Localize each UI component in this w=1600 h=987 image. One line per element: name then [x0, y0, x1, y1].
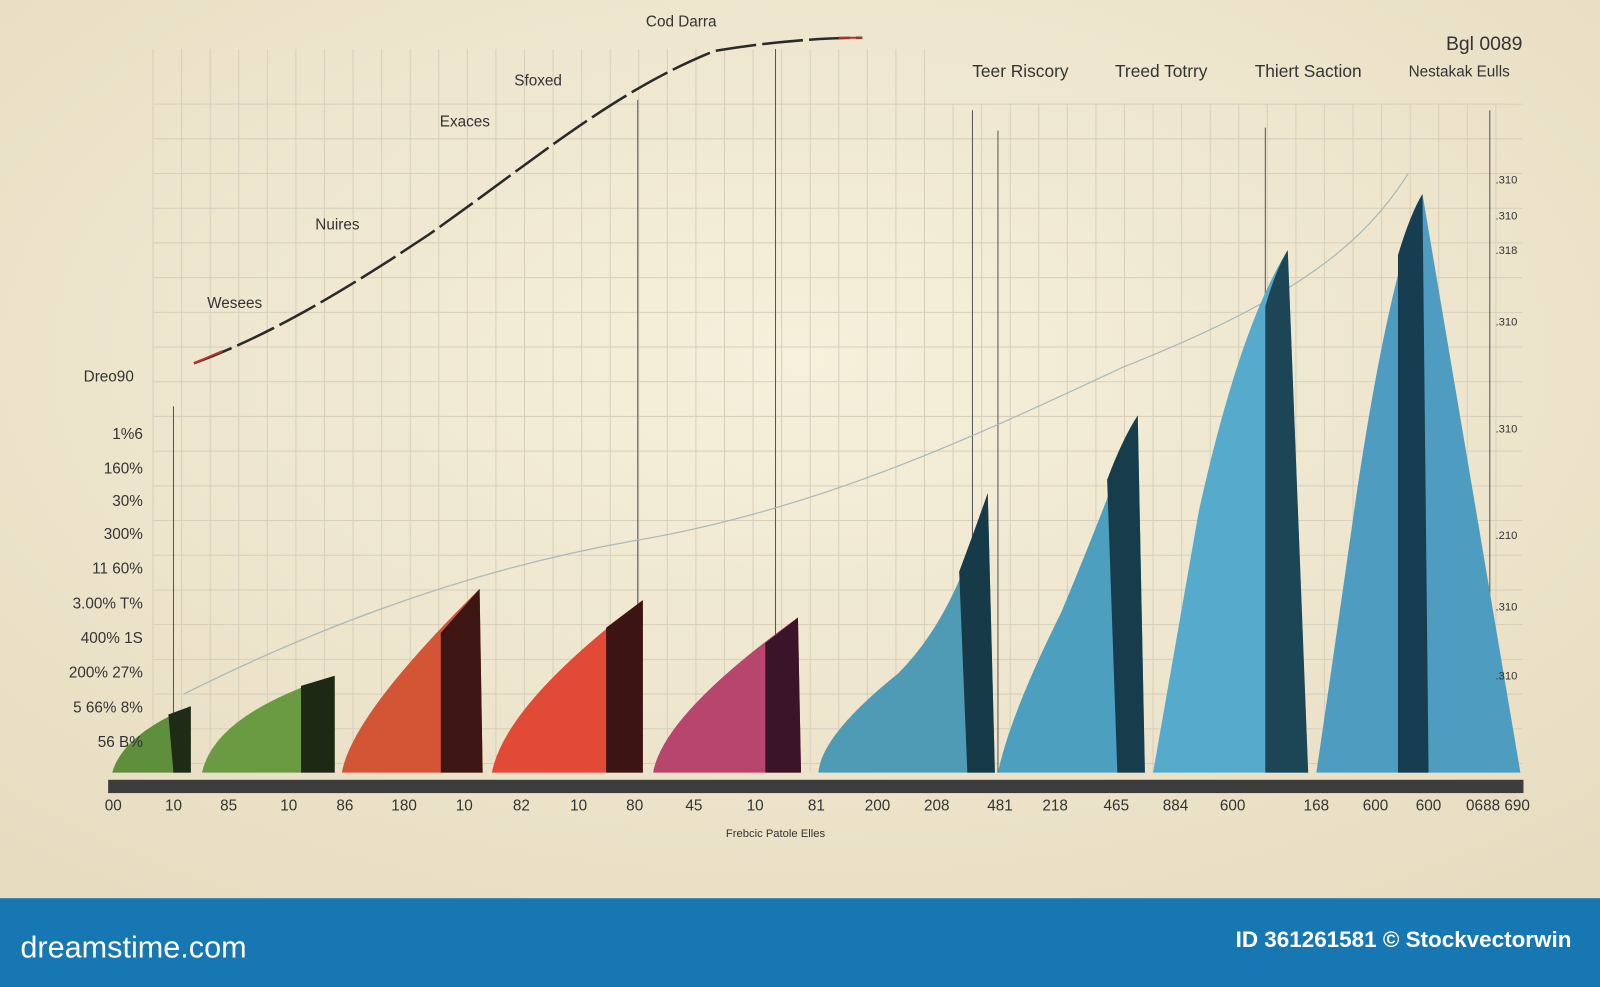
header-column: Teer Riscory [972, 61, 1069, 81]
x-tick-label: 00 [105, 797, 122, 814]
banner-credit: ID 361261581 © Stockvectorwin [1236, 927, 1572, 952]
y-tick-label: 1%6 [112, 426, 143, 443]
fin [653, 617, 802, 773]
x-tick-label: 10 [456, 797, 473, 814]
fin-shadow [606, 600, 643, 773]
fin-shadow [1397, 193, 1429, 773]
fin [491, 600, 643, 773]
y2-tick-label: .310 [1496, 424, 1518, 436]
fin-shadow [959, 492, 995, 773]
curve-label: Dreo90 [84, 369, 134, 386]
x-tick-label: 86 [336, 797, 353, 814]
y-tick-label: 30% [112, 493, 143, 510]
x-axis-bar [108, 779, 1524, 794]
y-tick-label: 160% [104, 461, 144, 478]
x-tick-label: 10 [280, 797, 297, 814]
fin [818, 492, 995, 773]
y-tick-label: 400% 1S [81, 630, 143, 647]
x-tick-label: 80 [626, 797, 643, 814]
x-tick-label: 218 [1042, 797, 1068, 814]
x-tick-label: 10 [570, 797, 587, 814]
x-tick-label: 180 [391, 797, 417, 814]
accent [193, 350, 223, 365]
x-tick-label: 481 [987, 797, 1013, 814]
y2-tick-label: .310 [1496, 601, 1518, 613]
header-column: Nestakak Eulls [1409, 64, 1511, 81]
x-tick-label: 10 [165, 797, 182, 814]
banner [0, 898, 1600, 987]
fin-shadow [168, 706, 191, 773]
fin-shadow [1107, 415, 1145, 773]
y2-tick-label: .310 [1496, 317, 1518, 329]
banner-logo: dreamstime.com [20, 930, 246, 964]
header-column: Treed Totrry [1115, 61, 1208, 81]
y2-tick-label: .310 [1496, 210, 1518, 222]
x-tick-label: 600 [1363, 797, 1389, 814]
y-tick-label: 56 B% [98, 734, 143, 751]
y-tick-label: 300% [104, 526, 144, 543]
fin-shadow [301, 675, 335, 773]
curve-label: Cod Darra [646, 14, 717, 31]
fin-shadow [440, 588, 483, 773]
y2-tick-label: .310 [1496, 671, 1518, 683]
x-tick-label: 600 [1220, 797, 1246, 814]
curve-label: Exaces [440, 114, 491, 131]
x-tick-label: 81 [808, 797, 825, 814]
curve-label: Sfoxed [514, 73, 562, 90]
labels: 1%6 160% 30% 300% 11 60% 3.00% T% 400% 1S 200% … [69, 175, 1530, 815]
y-tick-label: 3.00% T% [73, 595, 144, 612]
x-tick-label: 45 [685, 797, 702, 814]
x-tick-label: 600 [1416, 797, 1442, 814]
y-tick-label: 5 66% 8% [73, 699, 143, 716]
y-tick-label: 200% 27% [69, 665, 143, 682]
x-tick-label: 200 [865, 797, 891, 814]
y2-tick-label: .318 [1496, 245, 1518, 257]
x-tick-label: 0688 690 [1466, 797, 1530, 814]
y2-tick-label: .210 [1496, 530, 1518, 542]
header-column: Thiert Saction [1255, 61, 1362, 81]
fins [112, 193, 1521, 773]
x-tick-label: 10 [747, 797, 764, 814]
x-tick-label: 208 [924, 797, 950, 814]
curve-label: Wesees [207, 295, 262, 312]
x-tick-label: 465 [1104, 797, 1130, 814]
trend-curve [193, 36, 863, 365]
x-tick-label: 85 [220, 797, 237, 814]
fin-shadow [765, 617, 802, 773]
y2-tick-label: .310 [1496, 175, 1518, 187]
x-tick-label: 884 [1163, 797, 1189, 814]
header-id: Bgl 0089 [1446, 33, 1522, 55]
curve-label: Nuires [315, 217, 360, 234]
x-tick-label: 168 [1304, 797, 1330, 814]
x-tick-label: 82 [513, 797, 530, 814]
y-tick-label: 11 60% [92, 561, 143, 578]
fin-shadow [1265, 250, 1309, 773]
x-axis-title: Frebcic Patole Elles [726, 828, 826, 840]
